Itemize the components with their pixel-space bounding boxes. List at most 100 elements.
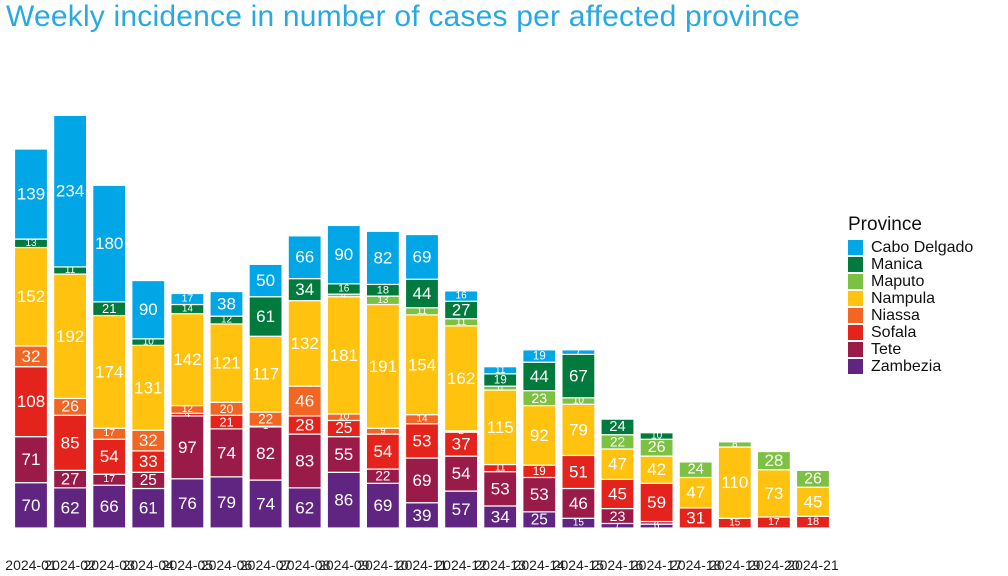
data-label: 12 [182, 404, 194, 415]
data-label: 34 [491, 507, 510, 526]
data-label: 24 [687, 462, 703, 478]
data-label: 59 [647, 493, 666, 512]
data-label: 54 [452, 464, 471, 483]
data-label: 57 [452, 500, 471, 519]
x-tick-label: 2024-20 [748, 557, 800, 573]
bar-segment [483, 366, 518, 375]
bar-segment [170, 478, 205, 529]
data-label: 28 [295, 415, 314, 434]
legend-label: Cabo Delgado [871, 238, 974, 256]
bar-segment [13, 482, 49, 529]
bar-segment [52, 114, 88, 268]
stacked-bar-chart: 707110832152131392024-016227852619211234… [5, 114, 839, 573]
bar-segment [756, 469, 792, 518]
bar-segment [365, 482, 400, 529]
bar-segment [131, 344, 166, 431]
legend-title: Province [848, 214, 922, 235]
data-label: 11 [65, 265, 76, 276]
legend-swatch [848, 240, 863, 255]
bar-segment [639, 432, 674, 440]
bar-segment [639, 482, 674, 523]
data-label: 10 [338, 412, 350, 423]
data-label: 79 [569, 420, 588, 439]
legend: Province Cabo Delgado Manica Maputo Nampula… [848, 214, 973, 375]
data-label: 11 [495, 365, 506, 376]
data-label: 46 [295, 392, 314, 411]
legend-item: Niassa [848, 307, 973, 324]
data-label: 53 [413, 431, 432, 450]
data-label: 121 [212, 354, 240, 373]
data-label: 7 [576, 347, 582, 358]
data-label: 10 [143, 337, 155, 348]
x-tick-label: 2024-17 [631, 557, 683, 573]
data-label: 26 [804, 470, 822, 487]
data-label: 14 [182, 304, 194, 315]
bar-segment [600, 478, 635, 510]
data-label: 47 [686, 483, 705, 502]
x-tick-label: 2024-02 [44, 557, 96, 573]
data-label: 191 [369, 357, 397, 376]
data-label: 6 [497, 383, 503, 394]
bar-segment [444, 325, 479, 432]
bar-segment [444, 290, 479, 302]
data-label: 22 [258, 412, 273, 427]
data-label: 11 [456, 317, 467, 328]
data-label: 17 [768, 517, 780, 528]
bar-segment [92, 184, 127, 303]
bar-segment [561, 349, 596, 355]
data-label: 25 [140, 472, 157, 489]
legend-label: Maputo [871, 272, 925, 290]
bar-segment [717, 446, 752, 519]
data-label: 22 [610, 434, 625, 449]
bar-segment [52, 487, 88, 529]
bar-segment [287, 235, 322, 280]
data-label: 108 [17, 392, 45, 411]
data-label: 20 [220, 402, 234, 416]
data-label: 117 [252, 365, 279, 384]
data-label: 21 [102, 301, 116, 316]
bar-segment [287, 300, 322, 387]
data-label: 32 [139, 431, 158, 450]
x-tick-label: 2024-11 [397, 557, 448, 573]
data-label: 24 [609, 419, 625, 435]
data-label: 174 [95, 362, 123, 381]
data-label: 27 [452, 301, 470, 320]
legend-item: Tete [848, 341, 973, 358]
x-tick-label: 2024-09 [318, 557, 370, 573]
bar-segment [795, 469, 831, 488]
data-label: 45 [804, 492, 823, 511]
data-label: 131 [134, 378, 162, 397]
bar-segment [52, 414, 88, 471]
bar-segment [600, 418, 635, 436]
bar-segment [52, 273, 88, 400]
data-label: 53 [530, 485, 549, 504]
data-label: 16 [456, 291, 468, 302]
data-label: 17 [103, 428, 115, 439]
legend-label: Nampula [871, 289, 936, 307]
bar-segment [13, 366, 49, 438]
data-label: 23 [610, 508, 626, 524]
data-label: 17 [182, 294, 194, 305]
data-label: 85 [61, 433, 80, 452]
data-label: 25 [531, 511, 548, 528]
legend-label: Sofala [871, 323, 917, 341]
data-label: 11 [417, 306, 428, 317]
data-label: 10 [651, 431, 663, 442]
data-label: 18 [377, 284, 389, 296]
data-label: 19 [494, 373, 507, 386]
data-label: 152 [17, 287, 45, 306]
data-label: 132 [291, 334, 319, 353]
data-label: 55 [334, 445, 353, 464]
data-label: 70 [22, 496, 41, 515]
legend-swatch [848, 291, 863, 306]
data-label: 42 [647, 460, 666, 479]
bar-segment [717, 441, 752, 448]
data-label: 26 [61, 398, 79, 415]
data-label: 79 [217, 493, 236, 512]
data-label: 33 [139, 452, 158, 471]
bar-segment [404, 423, 440, 459]
x-tick-label: 2024-06 [201, 557, 253, 573]
data-label: 181 [330, 346, 358, 365]
data-label: 11 [495, 463, 506, 474]
bar-segment [326, 436, 361, 473]
